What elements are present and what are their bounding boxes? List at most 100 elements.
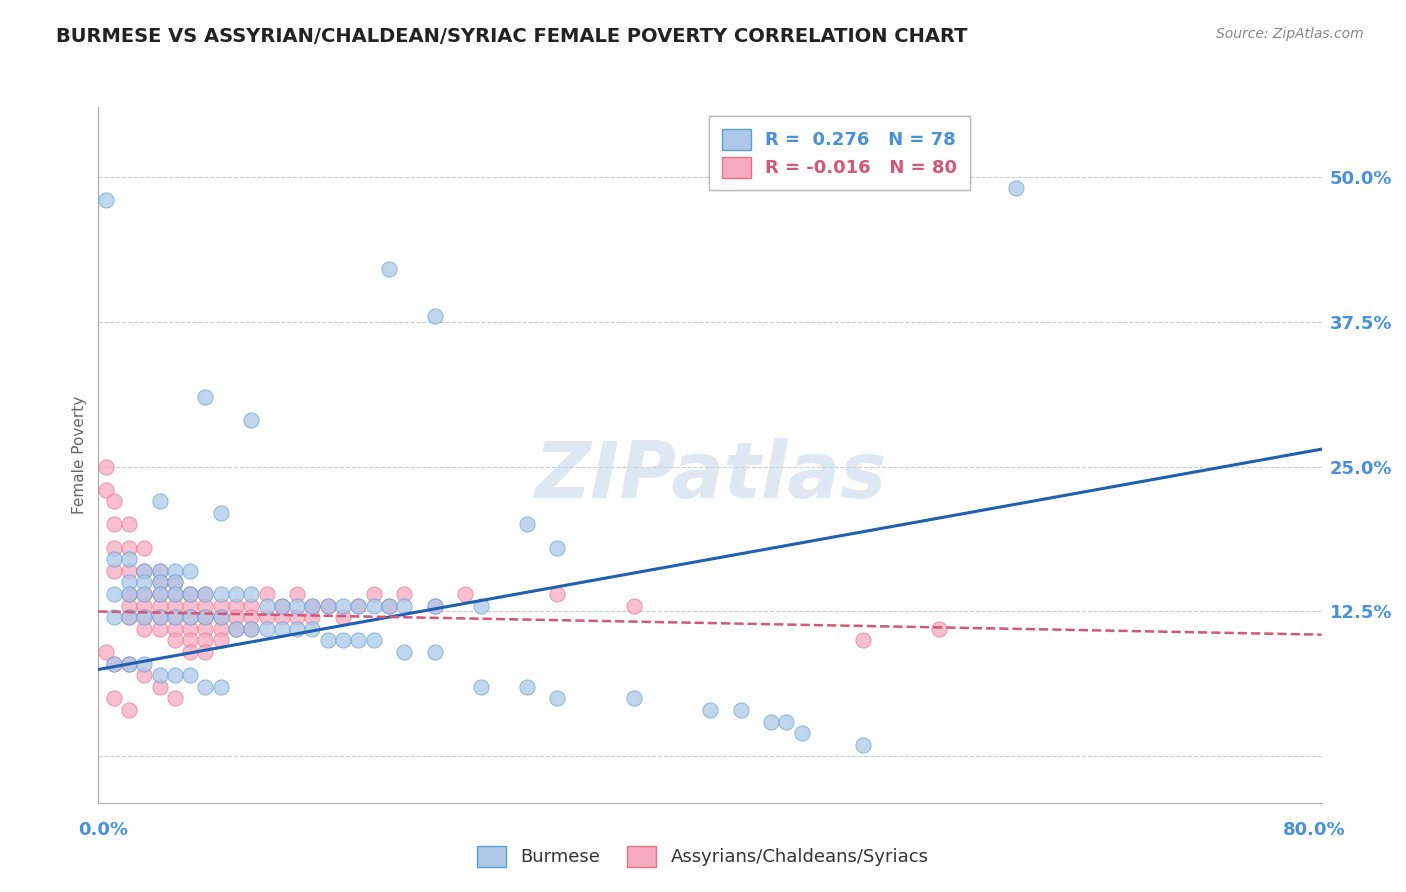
Point	[240, 622, 263, 636]
Point	[363, 633, 385, 648]
Point	[179, 587, 201, 601]
Point	[118, 564, 141, 578]
Point	[347, 633, 370, 648]
Point	[623, 599, 645, 613]
Point	[256, 622, 278, 636]
Point	[378, 262, 401, 277]
Point	[516, 680, 538, 694]
Point	[256, 587, 278, 601]
Point	[194, 390, 217, 404]
Point	[423, 599, 446, 613]
Point	[852, 633, 875, 648]
Point	[285, 610, 308, 624]
Point	[194, 680, 217, 694]
Point	[118, 599, 141, 613]
Point	[209, 622, 232, 636]
Point	[149, 564, 172, 578]
Point	[118, 657, 141, 671]
Point	[852, 738, 875, 752]
Point	[301, 610, 323, 624]
Point	[163, 668, 186, 682]
Point	[94, 483, 117, 497]
Point	[730, 703, 752, 717]
Point	[163, 587, 186, 601]
Point	[149, 564, 172, 578]
Point	[149, 668, 172, 682]
Point	[163, 575, 186, 590]
Legend: Burmese, Assyrians/Chaldeans/Syriacs: Burmese, Assyrians/Chaldeans/Syriacs	[470, 838, 936, 874]
Point	[225, 622, 247, 636]
Point	[134, 657, 156, 671]
Point	[516, 517, 538, 532]
Point	[209, 599, 232, 613]
Text: Source: ZipAtlas.com: Source: ZipAtlas.com	[1216, 27, 1364, 41]
Point	[285, 587, 308, 601]
Point	[118, 552, 141, 566]
Point	[179, 610, 201, 624]
Point	[118, 610, 141, 624]
Point	[134, 668, 156, 682]
Point	[546, 541, 568, 555]
Point	[179, 610, 201, 624]
Point	[347, 599, 370, 613]
Point	[225, 622, 247, 636]
Point	[118, 575, 141, 590]
Point	[194, 599, 217, 613]
Point	[149, 575, 172, 590]
Point	[316, 599, 339, 613]
Point	[134, 575, 156, 590]
Point	[194, 633, 217, 648]
Point	[149, 599, 172, 613]
Y-axis label: Female Poverty: Female Poverty	[72, 396, 87, 514]
Point	[546, 691, 568, 706]
Point	[209, 610, 232, 624]
Point	[285, 599, 308, 613]
Point	[149, 587, 172, 601]
Point	[103, 552, 125, 566]
Point	[163, 587, 186, 601]
Point	[332, 599, 354, 613]
Point	[225, 587, 247, 601]
Point	[163, 599, 186, 613]
Point	[423, 309, 446, 323]
Point	[423, 599, 446, 613]
Point	[134, 587, 156, 601]
Point	[790, 726, 813, 740]
Point	[470, 680, 492, 694]
Point	[134, 610, 156, 624]
Text: BURMESE VS ASSYRIAN/CHALDEAN/SYRIAC FEMALE POVERTY CORRELATION CHART: BURMESE VS ASSYRIAN/CHALDEAN/SYRIAC FEMA…	[56, 27, 967, 45]
Point	[194, 610, 217, 624]
Point	[149, 610, 172, 624]
Point	[134, 610, 156, 624]
Point	[209, 506, 232, 520]
Point	[392, 587, 416, 601]
Point	[194, 610, 217, 624]
Point	[699, 703, 721, 717]
Text: 80.0%: 80.0%	[1284, 821, 1346, 838]
Point	[134, 564, 156, 578]
Point	[332, 633, 354, 648]
Point	[270, 622, 292, 636]
Point	[759, 714, 782, 729]
Point	[103, 587, 125, 601]
Point	[928, 622, 950, 636]
Point	[378, 599, 401, 613]
Point	[149, 494, 172, 508]
Point	[118, 517, 141, 532]
Point	[209, 680, 232, 694]
Point	[332, 610, 354, 624]
Point	[225, 610, 247, 624]
Point	[94, 459, 117, 474]
Point	[163, 575, 186, 590]
Point	[1004, 181, 1026, 195]
Point	[454, 587, 477, 601]
Point	[179, 645, 201, 659]
Point	[316, 599, 339, 613]
Point	[209, 633, 232, 648]
Point	[179, 633, 201, 648]
Point	[256, 610, 278, 624]
Point	[209, 610, 232, 624]
Point	[103, 657, 125, 671]
Point	[149, 610, 172, 624]
Point	[134, 622, 156, 636]
